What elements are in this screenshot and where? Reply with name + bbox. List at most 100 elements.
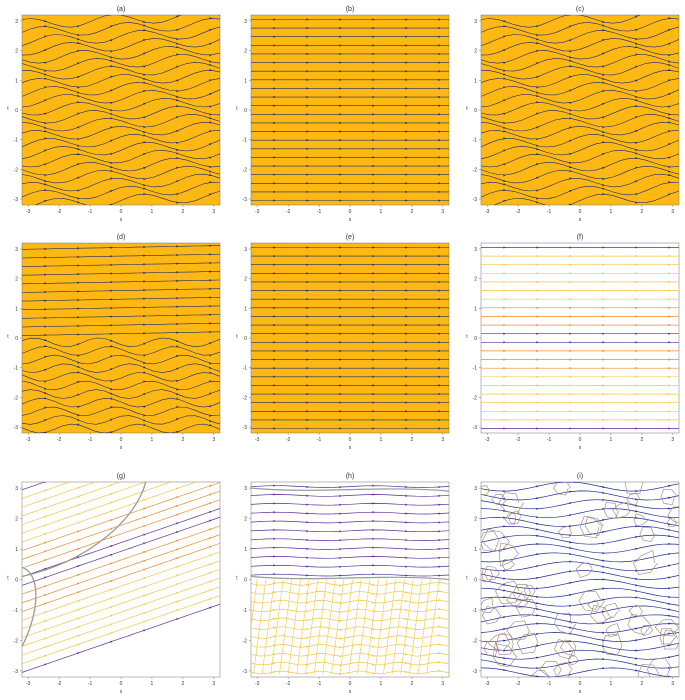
streamline xyxy=(22,482,122,517)
stream-arrow xyxy=(110,324,113,327)
stream-arrow xyxy=(372,173,375,176)
stream-arrow xyxy=(273,190,276,194)
stream-arrow xyxy=(372,18,375,21)
stream-arrow xyxy=(77,126,80,129)
stream-arrow xyxy=(273,130,276,133)
stream-arrow xyxy=(405,556,408,559)
y-tick-label: 0 xyxy=(244,336,247,342)
stream-arrow xyxy=(77,652,80,655)
stream-arrow xyxy=(273,384,276,387)
streamline xyxy=(22,406,220,417)
stream-arrow xyxy=(602,518,605,522)
stream-arrow xyxy=(339,628,342,632)
stream-arrow xyxy=(602,280,605,284)
stream-arrow xyxy=(44,344,47,348)
stream-arrow xyxy=(44,507,47,510)
streamline xyxy=(22,603,220,673)
y-axis-label: t xyxy=(236,106,238,112)
streamline xyxy=(22,105,220,124)
stream-arrow xyxy=(405,323,408,327)
stream-arrow xyxy=(44,489,47,492)
stream-arrow xyxy=(569,482,572,484)
stream-arrow xyxy=(668,358,671,361)
stream-arrow xyxy=(77,94,80,97)
stream-arrow xyxy=(273,670,276,673)
x-tick-label: -3 xyxy=(255,437,260,443)
stream-arrow xyxy=(77,281,80,284)
streamline xyxy=(251,556,449,559)
stream-arrow xyxy=(405,272,408,275)
stream-arrow xyxy=(668,116,671,120)
stream-arrow xyxy=(569,139,572,142)
streamline xyxy=(481,596,679,607)
stream-arrow xyxy=(635,104,638,108)
stream-arrow xyxy=(339,113,342,116)
stream-arrow xyxy=(503,596,506,599)
stream-arrow xyxy=(209,342,212,345)
stream-arrow xyxy=(503,35,506,38)
stream-arrow xyxy=(209,193,212,196)
stream-arrow xyxy=(602,126,605,129)
stream-arrow xyxy=(536,76,539,79)
stream-arrow xyxy=(602,102,605,105)
streamline xyxy=(481,18,679,36)
y-tick-label: -1 xyxy=(14,608,19,614)
stream-arrow xyxy=(176,479,179,481)
stream-arrow xyxy=(110,519,113,522)
stream-arrow xyxy=(602,631,605,634)
stream-arrow xyxy=(143,551,146,554)
stream-arrow xyxy=(438,589,441,593)
stream-arrow xyxy=(602,272,605,275)
stream-arrow xyxy=(77,343,80,346)
stream-arrow xyxy=(44,602,47,605)
stream-arrow xyxy=(536,632,539,636)
x-tick-label: 2 xyxy=(640,681,643,687)
stream-arrow xyxy=(110,139,113,142)
stream-arrow xyxy=(77,273,80,276)
stream-arrow xyxy=(668,79,671,82)
stream-arrow xyxy=(602,315,605,318)
x-axis-label: x xyxy=(120,689,123,695)
stream-arrow xyxy=(405,199,408,202)
stream-arrow xyxy=(569,401,572,404)
stream-arrow xyxy=(503,323,506,327)
y-axis-label: t xyxy=(466,334,468,340)
stream-arrow xyxy=(143,594,146,597)
stream-arrow xyxy=(306,556,309,559)
streamline xyxy=(481,70,679,88)
stream-arrow xyxy=(44,149,47,152)
stream-arrow xyxy=(536,197,539,200)
stream-arrow xyxy=(143,361,146,365)
stream-arrow xyxy=(372,572,375,576)
stream-arrow xyxy=(503,254,506,258)
stream-arrow xyxy=(635,663,638,666)
stream-arrow xyxy=(668,418,671,422)
stream-arrow xyxy=(273,104,276,107)
stream-arrow xyxy=(635,45,638,49)
contour-cell xyxy=(558,525,573,538)
streamlines xyxy=(22,15,220,205)
streamline xyxy=(251,582,449,586)
stream-arrow xyxy=(77,147,80,150)
stream-arrow xyxy=(602,491,605,494)
streamline xyxy=(481,570,679,580)
stream-arrow xyxy=(668,576,671,579)
stream-arrow xyxy=(635,498,638,501)
x-tick-label: 1 xyxy=(380,681,383,687)
stream-arrow xyxy=(143,525,146,528)
stream-arrow xyxy=(503,657,506,660)
stream-arrow xyxy=(176,331,179,334)
stream-arrow xyxy=(339,503,342,506)
stream-arrow xyxy=(306,139,309,142)
stream-arrow xyxy=(110,332,113,336)
stream-arrow xyxy=(339,246,342,249)
stream-arrow xyxy=(438,598,441,601)
stream-arrow xyxy=(110,109,113,112)
streamline xyxy=(22,516,220,586)
x-tick-label: -2 xyxy=(286,437,291,443)
contour-cell xyxy=(654,619,679,637)
stream-arrow xyxy=(306,298,309,301)
x-tick-label: -2 xyxy=(286,681,291,687)
stream-arrow xyxy=(569,56,572,59)
